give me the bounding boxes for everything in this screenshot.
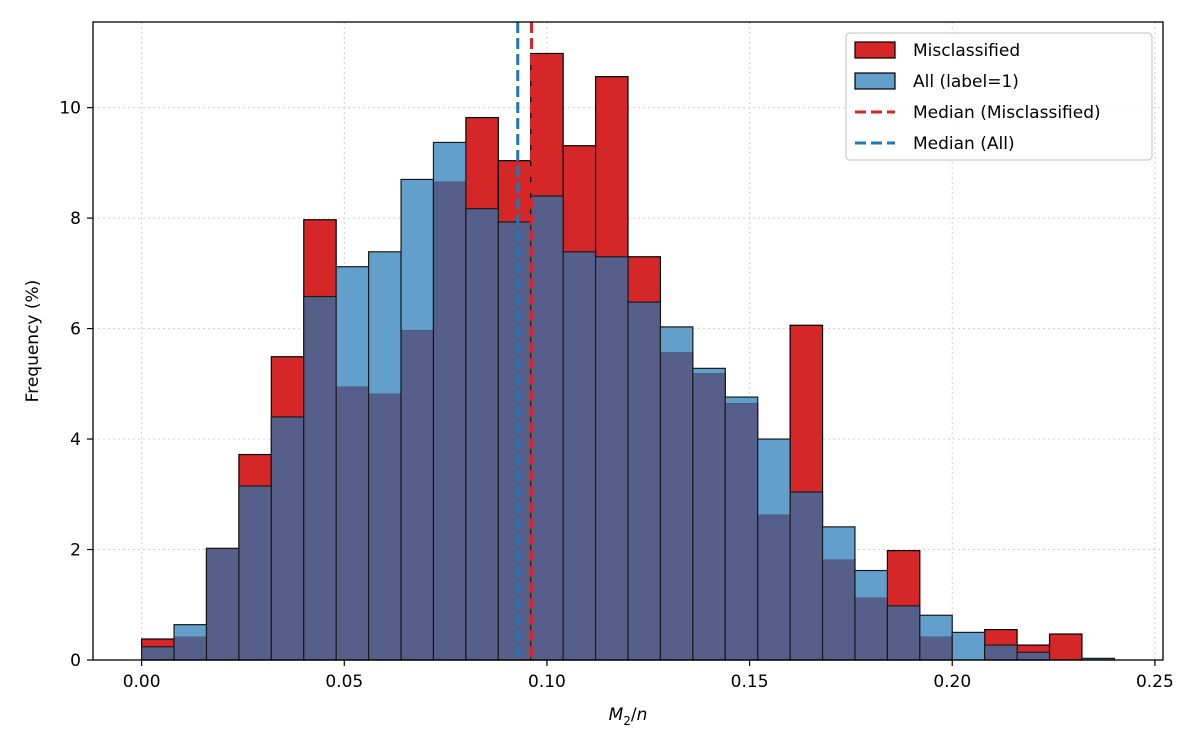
bar-all-overlap-fill-13 [563,251,596,661]
bar-all-overlap-fill-0 [141,646,175,660]
bar-all-overlap-fill-10 [465,208,499,660]
bar-all-overlap-fill-26 [984,645,1018,660]
bar-all-overlap-fill-12 [530,196,564,660]
bar-all-overlap-fill-3 [238,486,272,660]
bar-all-fill-22 [854,570,888,598]
y-tick-label-5: 10 [59,99,81,119]
plot-frame [92,21,1164,661]
bar-all-overlap-fill-19 [757,514,791,660]
bar-all-fill-8 [401,179,434,331]
bar-all-overlap-fill-11 [498,221,531,660]
bar-all-overlap-fill-8 [401,330,434,660]
x-tick-label-3: 0.15 [731,672,769,692]
x-tick-label-4: 0.20 [933,672,971,692]
bar-all-overlap-fill-18 [725,403,758,660]
bar-all-overlap-fill-1 [174,636,207,660]
y-tick-label-2: 4 [70,430,81,450]
bar-all-overlap-fill-21 [822,559,855,660]
bar-all-overlap-fill-20 [790,492,823,660]
bar-all-overlap-fill-16 [660,352,693,660]
x-axis-ticks: 0.00 0.05 0.10 0.15 0.20 0.25 [123,660,1174,692]
bar-all-overlap-fill-17 [692,373,726,660]
legend-swatch-1 [854,72,896,90]
y-tick-label-4: 8 [70,209,81,229]
bar-all-overlap-fill-9 [433,181,466,660]
legend-label-2: Median (Misclassified) [913,103,1101,123]
bar-all-overlap-fill-5 [303,296,337,660]
bar-all-overlap-fill-2 [206,548,239,660]
legend-label-0: Misclassified [913,41,1020,61]
y-tick-label-0: 0 [70,651,81,671]
bar-all-fill-17 [692,368,726,374]
bar-all-overlap-fill-15 [628,302,661,660]
x-axis-label: M2/n [609,705,648,728]
bar-all-fill-1 [174,624,207,637]
bar-all-overlap-fill-7 [368,393,402,660]
bar-all-fill-9 [433,142,466,182]
x-tick-label-2: 0.10 [528,672,566,692]
bar-all-fill-7 [368,251,402,394]
bar-all-overlap-fill-27 [1017,652,1050,660]
y-axis-ticks: 0 2 4 6 8 10 [59,99,93,671]
x-tick-label-0: 0.00 [123,672,161,692]
bar-all-overlap-fill-22 [854,597,888,660]
legend: Misclassified All (label=1) Median (Miscla… [845,32,1153,161]
bar-all-fill-19 [757,439,791,515]
y-tick-label-3: 6 [70,320,81,340]
series-all-bars [141,141,1115,661]
y-axis-label: Frequency (%) [23,280,43,403]
bar-all-fill-21 [822,526,855,560]
bar-all-overlap-fill-14 [595,256,628,660]
x-tick-label-5: 0.25 [1136,672,1174,692]
legend-swatch-0 [854,41,896,59]
y-tick-label-1: 2 [70,541,81,561]
bar-all-overlap-fill-24 [919,636,953,660]
bar-all-fill-29 [1081,658,1115,660]
x-tick-label-1: 0.05 [325,672,363,692]
median-lines [516,22,534,660]
bar-all-overlap-fill-23 [887,605,920,660]
bar-all-fill-6 [336,266,369,387]
bar-all-overlap-fill-6 [336,386,369,660]
legend-box [845,32,1153,161]
bar-all-overlap-fill-4 [271,416,304,660]
bar-all-fill-24 [919,615,953,637]
bar-misclassified-28 [1048,633,1083,661]
bar-all-fill-25 [952,632,985,660]
legend-label-3: Median (All) [913,134,1015,154]
legend-label-1: All (label=1) [913,72,1019,92]
bar-all-fill-16 [660,326,693,353]
bar-all-fill-18 [725,397,758,404]
